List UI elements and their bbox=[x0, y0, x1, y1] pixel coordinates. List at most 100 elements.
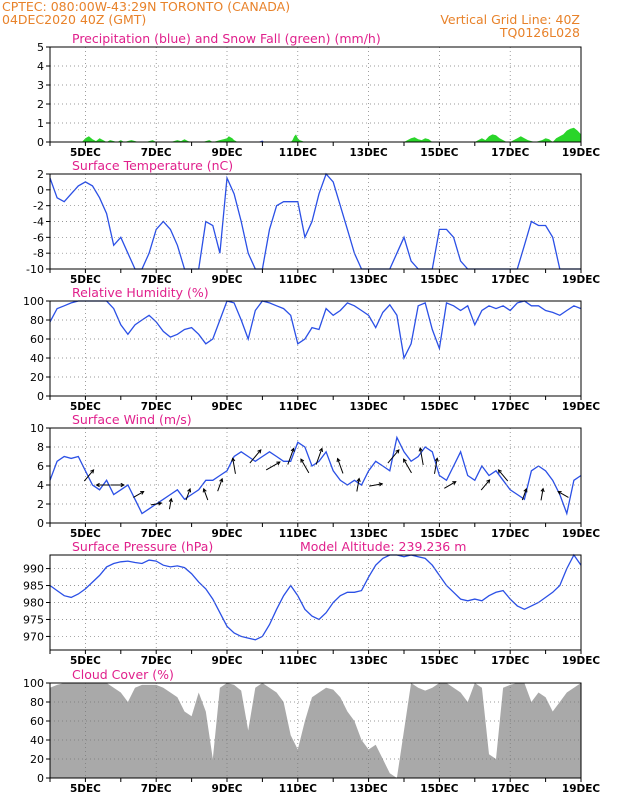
temp-ytick-label: 2 bbox=[37, 168, 44, 181]
pressure-xtick-label: 17DEC bbox=[491, 655, 530, 667]
wind-arrow-head bbox=[300, 458, 305, 463]
wind-arrow-shaft bbox=[356, 478, 360, 492]
temp-xtick-label: 15DEC bbox=[420, 274, 459, 286]
wind-arrow bbox=[83, 469, 95, 482]
humidity-ytick-label: 80 bbox=[30, 314, 44, 327]
wind-arrow-shaft bbox=[300, 458, 310, 474]
humidity-xtick-label: 13DEC bbox=[349, 401, 388, 413]
wind-arrow-head bbox=[187, 487, 192, 493]
precip-ytick-label: 1 bbox=[37, 117, 44, 130]
pressure-ytick-label: 975 bbox=[23, 613, 44, 626]
cloud-frame bbox=[49, 682, 582, 779]
cloud-ytick-label: 40 bbox=[30, 734, 44, 747]
wind-arrow-head bbox=[90, 469, 95, 474]
cloud-ytick-label: 100 bbox=[23, 677, 44, 690]
wind-arrow-head bbox=[523, 487, 528, 493]
wind-arrow-head bbox=[219, 477, 224, 483]
humidity-panel: Relative Humidity (%) 0 20 40 60 80 100 5DEC 7DE… bbox=[23, 285, 600, 413]
wind-arrow-head bbox=[120, 482, 125, 488]
temp-xtick-label: 11DEC bbox=[279, 274, 318, 286]
wind-arrow bbox=[540, 487, 545, 501]
temp-xtick-label: 9DEC bbox=[212, 274, 243, 286]
cloud-xtick-label: 13DEC bbox=[349, 783, 388, 795]
wind-arrow bbox=[387, 449, 400, 464]
cloud-xtick-label: 17DEC bbox=[491, 783, 530, 795]
wind-arrow-shaft bbox=[480, 479, 491, 491]
header-bar: CPTEC: 080:00W-43:29N TORONTO (CANADA) 0… bbox=[2, 0, 580, 40]
pressure-xtick-label: 5DEC bbox=[70, 655, 101, 667]
temp-ytick-label: 0 bbox=[37, 184, 44, 197]
pressure-ytick-label: 980 bbox=[23, 597, 44, 610]
wind-arrow-head bbox=[95, 482, 100, 488]
wind-arrow-head bbox=[202, 487, 207, 493]
pressure-panel: Surface Pressure (hPa) Model Altitude: 23… bbox=[23, 539, 600, 667]
precip-ytick-label: 4 bbox=[37, 60, 44, 73]
wind-arrow bbox=[217, 477, 224, 492]
wind-arrow-shaft bbox=[498, 469, 509, 482]
wind-arrow bbox=[444, 481, 457, 489]
temp-xtick-label: 13DEC bbox=[349, 274, 388, 286]
wind-frame bbox=[49, 427, 582, 524]
wind-arrow-shaft bbox=[444, 481, 456, 489]
wind-arrow-head bbox=[557, 491, 562, 495]
humidity-xtick-label: 15DEC bbox=[420, 401, 459, 413]
precip-xtick-label: 5DEC bbox=[70, 147, 101, 159]
wind-arrow-head bbox=[231, 457, 236, 462]
model-code: TQ0126L028 bbox=[499, 25, 580, 40]
cloud-title: Cloud Cover (%) bbox=[72, 667, 174, 682]
wind-arrow-shaft bbox=[249, 449, 262, 464]
wind-arrow-head bbox=[452, 481, 457, 485]
precip-ytick-label: 3 bbox=[37, 79, 44, 92]
wind-arrow bbox=[249, 449, 262, 464]
wind-arrow bbox=[521, 487, 528, 501]
wind-xtick-label: 13DEC bbox=[349, 528, 388, 540]
humidity-ytick-label: 0 bbox=[37, 390, 44, 403]
wind-arrow-shaft bbox=[403, 458, 412, 474]
wind-arrow-head bbox=[418, 447, 423, 452]
wind-xtick-label: 17DEC bbox=[491, 528, 530, 540]
wind-xtick-label: 15DEC bbox=[420, 528, 459, 540]
wind-arrow-shaft bbox=[521, 488, 527, 501]
wind-arrow-head bbox=[395, 449, 400, 454]
cloud-ytick-label: 60 bbox=[30, 715, 44, 728]
wind-arrow-shaft bbox=[540, 488, 544, 501]
humidity-xtick-label: 9DEC bbox=[212, 401, 243, 413]
wind-arrow-shaft bbox=[203, 488, 209, 501]
wind-arrow-head bbox=[336, 457, 341, 463]
precip-xtick-label: 19DEC bbox=[562, 147, 601, 159]
temp-ytick-label: -8 bbox=[33, 247, 44, 260]
humidity-xtick-label: 5DEC bbox=[70, 401, 101, 413]
pressure-xtick-label: 7DEC bbox=[141, 655, 172, 667]
wind-arrow-shaft bbox=[387, 449, 400, 464]
wind-title: Surface Wind (m/s) bbox=[72, 412, 192, 427]
pressure-xtick-label: 11DEC bbox=[279, 655, 318, 667]
humidity-xtick-label: 17DEC bbox=[491, 401, 530, 413]
wind-arrow-shaft bbox=[265, 461, 281, 471]
wind-xtick-label: 11DEC bbox=[279, 528, 318, 540]
cloud-xtick-label: 19DEC bbox=[562, 783, 601, 795]
humidity-ytick-label: 20 bbox=[30, 371, 44, 384]
wind-xtick-label: 19DEC bbox=[562, 528, 601, 540]
wind-arrow-shaft bbox=[185, 488, 191, 501]
precip-ytick-label: 0 bbox=[37, 136, 44, 149]
wind-arrow-head bbox=[356, 477, 361, 482]
wind-arrow bbox=[95, 482, 110, 488]
pressure-xtick-label: 19DEC bbox=[562, 655, 601, 667]
wind-arrow-head bbox=[290, 447, 295, 453]
temp-line bbox=[49, 172, 581, 270]
precip-xtick-label: 9DEC bbox=[212, 147, 243, 159]
wind-arrow-shaft bbox=[433, 458, 438, 474]
cloud-cover-area bbox=[50, 683, 581, 778]
humidity-xtick-label: 11DEC bbox=[279, 401, 318, 413]
wind-arrow-head bbox=[319, 447, 323, 453]
precip-xtick-label: 11DEC bbox=[279, 147, 318, 159]
wind-arrow bbox=[480, 479, 491, 491]
precip-title: Precipitation (blue) and Snow Fall (gree… bbox=[72, 31, 381, 46]
wind-arrow bbox=[418, 447, 424, 466]
wind-arrow-shaft bbox=[133, 491, 144, 498]
pressure-altitude-note: Model Altitude: 239.236 m bbox=[300, 539, 466, 554]
cloud-xtick-label: 9DEC bbox=[212, 783, 243, 795]
wind-arrow-shaft bbox=[83, 469, 94, 482]
